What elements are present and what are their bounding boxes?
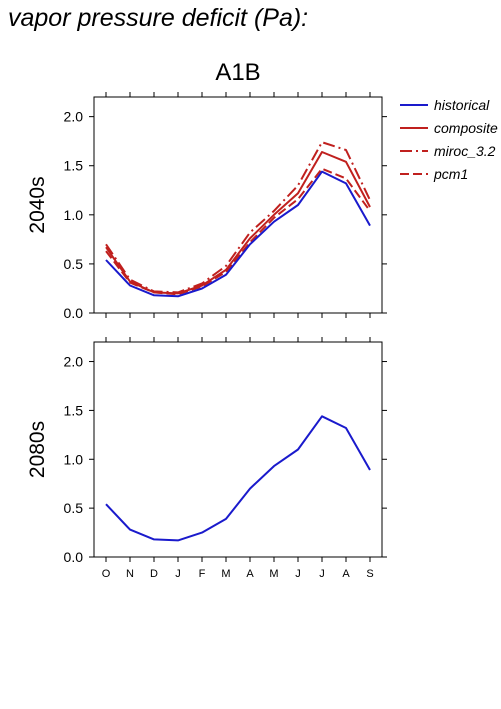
series-line-composite bbox=[105, 151, 371, 295]
x-tick-label: M bbox=[269, 568, 278, 580]
series-line-historical bbox=[105, 415, 371, 542]
x-tick-label: F bbox=[199, 568, 206, 580]
legend-label: pcm1 bbox=[433, 166, 468, 182]
x-tick-label: J bbox=[175, 568, 181, 580]
x-tick-label: O bbox=[102, 568, 111, 580]
plot-frame-2 bbox=[93, 341, 383, 558]
y-tick-label: 1.0 bbox=[64, 207, 84, 223]
x-tick-label: M bbox=[221, 568, 230, 580]
y-tick-label: 0.0 bbox=[64, 305, 84, 321]
y-tick-label: 2.0 bbox=[64, 354, 84, 370]
legend-label: historical bbox=[434, 97, 490, 113]
y-tick-label: 1.5 bbox=[64, 402, 84, 418]
x-tick-label: J bbox=[295, 568, 301, 580]
x-tick-label: N bbox=[126, 568, 134, 580]
y-tick-label: 0.5 bbox=[64, 256, 84, 272]
y-tick-label: 0.5 bbox=[64, 500, 84, 516]
x-tick-label: S bbox=[366, 568, 373, 580]
y-axis-label-2: 2080s bbox=[26, 421, 49, 478]
series-line-historical bbox=[105, 170, 371, 298]
plot-frame-1 bbox=[93, 96, 383, 314]
x-tick-label: A bbox=[246, 568, 254, 580]
series-line-pcm1 bbox=[105, 167, 371, 296]
y-tick-label: 1.5 bbox=[64, 158, 84, 174]
page-title: vapor pressure deficit (Pa): bbox=[8, 4, 309, 32]
x-tick-label: A bbox=[342, 568, 350, 580]
legend-label: miroc_3.2 bbox=[434, 143, 496, 159]
series-line-miroc-3-2 bbox=[105, 141, 371, 294]
panel-title: A1B bbox=[215, 59, 260, 86]
legend-label: composite bbox=[434, 120, 498, 136]
y-axis-label-1: 2040s bbox=[26, 176, 49, 233]
y-tick-label: 1.0 bbox=[64, 451, 84, 467]
x-tick-label: J bbox=[319, 568, 325, 580]
y-tick-label: 2.0 bbox=[64, 109, 84, 125]
y-tick-label: 0.0 bbox=[64, 549, 84, 565]
x-tick-label: D bbox=[150, 568, 158, 580]
